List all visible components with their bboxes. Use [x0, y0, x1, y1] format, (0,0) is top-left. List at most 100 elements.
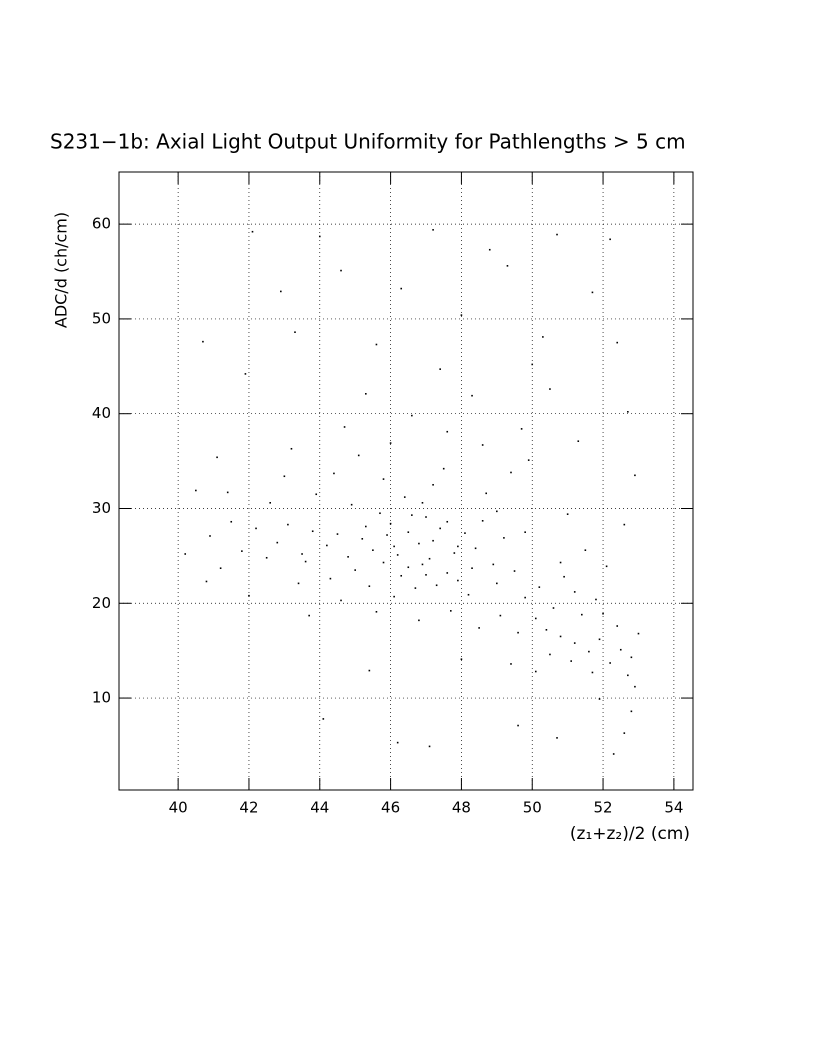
point [432, 229, 434, 231]
point [595, 598, 597, 601]
point [251, 230, 254, 233]
x-tick-label: 48 [452, 799, 471, 817]
point [457, 545, 459, 548]
point [357, 454, 360, 457]
x-tick-label: 40 [169, 799, 188, 817]
point [637, 632, 640, 635]
point [446, 430, 449, 433]
point [382, 561, 385, 564]
point [442, 467, 445, 470]
point [280, 290, 282, 293]
x-tick-label: 52 [594, 799, 613, 817]
point [435, 584, 438, 587]
point [350, 503, 353, 506]
point [333, 472, 335, 475]
point [573, 642, 576, 644]
point [393, 595, 395, 598]
point [616, 341, 619, 344]
point [425, 516, 427, 518]
point [517, 631, 519, 634]
point [630, 656, 633, 659]
point [202, 340, 204, 343]
point [403, 496, 406, 498]
point [379, 512, 381, 515]
point [520, 428, 523, 430]
point [241, 550, 243, 552]
point [301, 553, 303, 555]
point [605, 565, 608, 568]
point [556, 737, 558, 739]
y-tick-label: 20 [92, 594, 111, 612]
point [418, 619, 420, 622]
point [326, 544, 328, 547]
point [566, 513, 569, 515]
point [248, 594, 250, 597]
point [411, 414, 413, 417]
point [361, 538, 364, 540]
x-tick-label: 54 [664, 799, 683, 817]
point [283, 475, 286, 478]
point [464, 532, 466, 534]
point [411, 514, 413, 516]
y-tick-label: 60 [92, 215, 111, 233]
point [542, 336, 544, 338]
point [609, 662, 611, 664]
point [347, 556, 349, 558]
point [634, 685, 636, 688]
point [449, 610, 452, 612]
point [318, 235, 321, 238]
point [209, 535, 211, 537]
point [396, 554, 399, 556]
point [591, 291, 594, 294]
point [457, 579, 459, 582]
point [365, 392, 367, 395]
point [630, 710, 633, 713]
point [276, 541, 279, 544]
point [244, 373, 247, 375]
point [559, 561, 562, 564]
point [471, 394, 473, 397]
point [527, 459, 530, 461]
point [478, 627, 480, 629]
point [375, 343, 378, 346]
point [432, 483, 434, 486]
point [545, 629, 548, 631]
point [446, 520, 449, 523]
y-tick-label: 40 [92, 404, 111, 422]
point [439, 368, 441, 370]
x-tick-label: 42 [239, 799, 258, 817]
point [265, 556, 268, 559]
point [474, 547, 477, 550]
point [602, 612, 604, 615]
point [591, 671, 594, 674]
point [340, 269, 342, 272]
x-axis-label: (z₁+z₂)/2 (cm) [570, 824, 690, 844]
point [368, 585, 371, 588]
point [304, 560, 307, 563]
point [534, 670, 537, 673]
x-tick-label: 46 [381, 799, 400, 817]
point [577, 440, 580, 442]
point [297, 582, 300, 585]
point [375, 611, 378, 613]
point [534, 617, 537, 620]
point [184, 553, 187, 555]
point [524, 531, 526, 533]
point [485, 492, 488, 495]
point [481, 444, 484, 446]
point [496, 582, 498, 585]
point [389, 442, 392, 444]
point [481, 520, 484, 522]
point [421, 502, 424, 504]
point [421, 563, 424, 566]
point [581, 613, 583, 616]
point [503, 537, 505, 539]
point [623, 732, 626, 734]
point [446, 572, 449, 574]
point [471, 567, 473, 570]
point [573, 591, 576, 593]
point [499, 614, 502, 617]
point [294, 331, 296, 333]
point [407, 531, 410, 533]
point [329, 577, 332, 580]
